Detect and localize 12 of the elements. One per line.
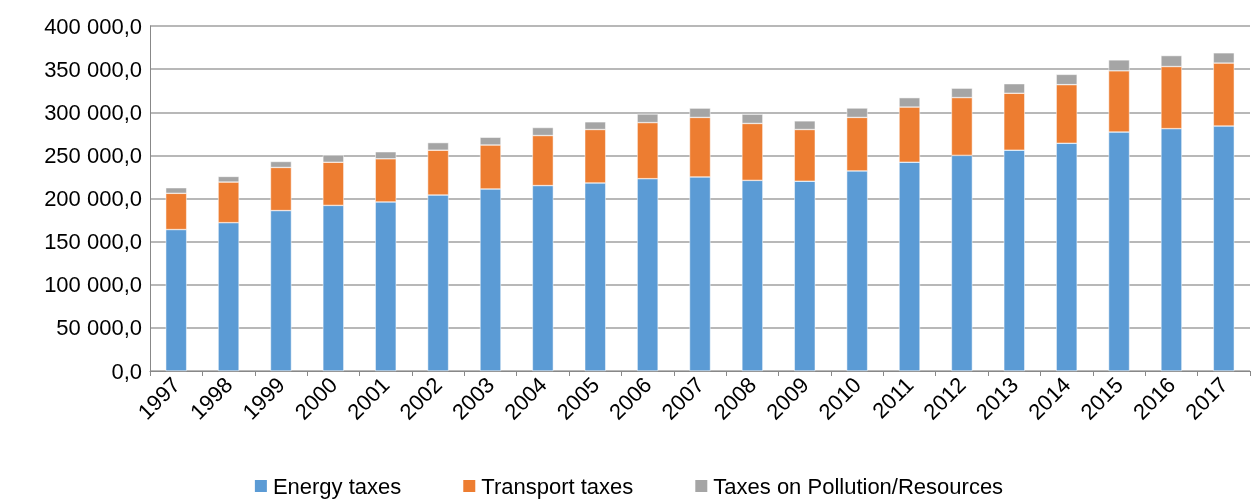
y-tick-label: 100 000,0 <box>44 272 142 298</box>
legend-label: Energy taxes <box>272 473 402 499</box>
y-tick-label: 400 000,0 <box>44 13 142 39</box>
y-tick-label: 50 000,0 <box>56 315 142 341</box>
legend-label: Taxes on Pollution/Resources <box>713 473 1004 499</box>
y-tick-label: 150 000,0 <box>44 229 142 255</box>
y-tick-label: 200 000,0 <box>44 186 142 211</box>
legend-label: Transport taxes <box>481 473 634 499</box>
y-tick-label: 250 000,0 <box>44 142 142 168</box>
y-tick-label: 350 000,0 <box>44 56 142 82</box>
y-tick-label: 300 000,0 <box>44 99 142 125</box>
y-tick-label: 0,0 <box>111 358 142 384</box>
